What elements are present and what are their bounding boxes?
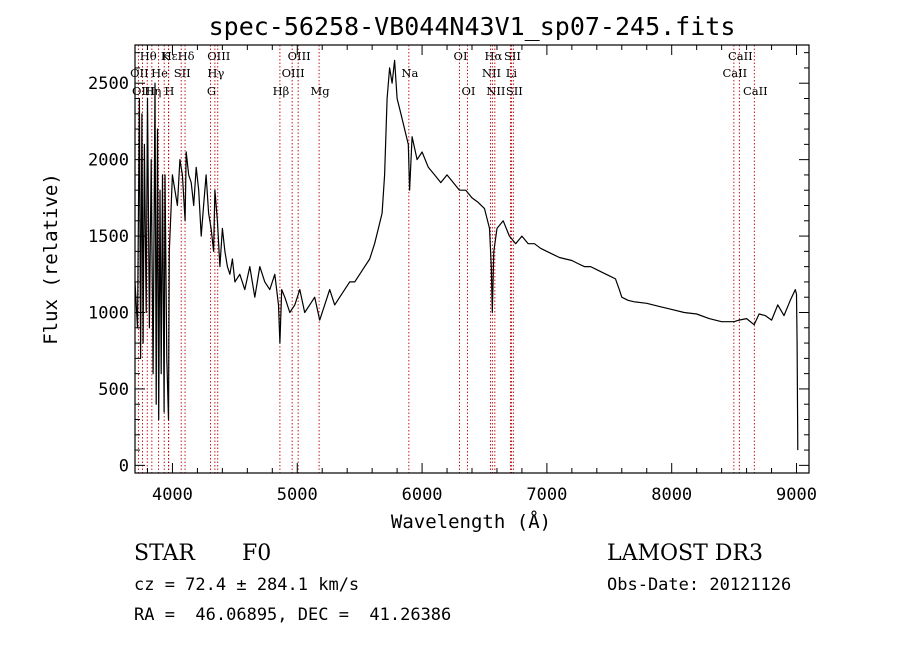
survey-name: LAMOST DR3 bbox=[607, 541, 763, 566]
x-tick-label: 9000 bbox=[776, 485, 817, 505]
y-tick-label: 1500 bbox=[88, 227, 129, 247]
line-marker-label: Hδ bbox=[178, 49, 195, 63]
line-marker-label: SII bbox=[506, 84, 523, 98]
line-marker-label: OIII bbox=[207, 49, 230, 63]
line-marker-label: OI bbox=[462, 84, 476, 98]
coordinates: RA = 46.06895, DEC = 41.26386 bbox=[134, 605, 451, 625]
line-marker-label: NII bbox=[486, 84, 505, 98]
object-class: STAR bbox=[134, 541, 196, 566]
line-marker-label: H bbox=[164, 84, 174, 98]
line-marker-label: He bbox=[151, 66, 168, 80]
line-marker-label: Hγ bbox=[207, 66, 224, 80]
y-axis-label: Flux (relative) bbox=[40, 173, 62, 345]
y-axis-ticks: 0 500 1000 1500 2000 2500 bbox=[88, 52, 809, 476]
line-marker-label: SII bbox=[174, 66, 191, 80]
y-tick-label: 1000 bbox=[88, 304, 129, 324]
line-marker-label: CaII bbox=[728, 49, 753, 63]
line-marker-label: Hε bbox=[162, 49, 178, 63]
x-tick-label: 6000 bbox=[402, 485, 443, 505]
line-marker-label: OIII bbox=[282, 66, 305, 80]
x-tick-label: 4000 bbox=[152, 485, 193, 505]
line-marker-label: NII bbox=[482, 66, 501, 80]
line-marker-label: CaII bbox=[743, 84, 768, 98]
observation-date: Obs-Date: 20121126 bbox=[607, 575, 791, 595]
line-marker-label: K bbox=[161, 49, 170, 63]
line-marker-label: Hβ bbox=[273, 84, 290, 98]
line-marker-label: Hα bbox=[484, 49, 502, 63]
line-marker-label: OIII bbox=[288, 49, 311, 63]
line-marker-label: SII bbox=[504, 49, 521, 63]
line-marker-label: Na bbox=[401, 66, 418, 80]
line-marker-label: Hθ bbox=[140, 49, 157, 63]
y-tick-label: 500 bbox=[98, 380, 129, 400]
line-marker-label: OI bbox=[454, 49, 468, 63]
spectrum-series bbox=[134, 59, 799, 451]
x-tick-label: 7000 bbox=[526, 485, 567, 505]
line-marker-label: Hη bbox=[144, 84, 161, 98]
y-tick-label: 2000 bbox=[88, 151, 129, 171]
redshift-velocity: cz = 72.4 ± 284.1 km/s bbox=[134, 575, 359, 595]
series-line-spectrum bbox=[134, 59, 799, 451]
line-marker-label: OIII bbox=[132, 84, 155, 98]
line-marker-label: Mg bbox=[311, 84, 331, 98]
y-tick-label: 0 bbox=[119, 456, 129, 476]
line-marker-label: Li bbox=[506, 66, 518, 80]
x-tick-label: 8000 bbox=[651, 485, 692, 505]
chart-title: spec-56258-VB044N43V1_sp07-245.fits bbox=[209, 12, 736, 41]
x-axis-ticks: 4000 5000 6000 7000 8000 9000 bbox=[146, 45, 817, 505]
line-marker-label: CaII bbox=[722, 66, 747, 80]
x-tick-label: 5000 bbox=[277, 485, 318, 505]
object-subclass: F0 bbox=[242, 541, 271, 566]
x-axis-label: Wavelength (Å) bbox=[391, 510, 551, 533]
y-tick-label: 2500 bbox=[88, 74, 129, 94]
line-marker-label: G bbox=[207, 84, 216, 98]
